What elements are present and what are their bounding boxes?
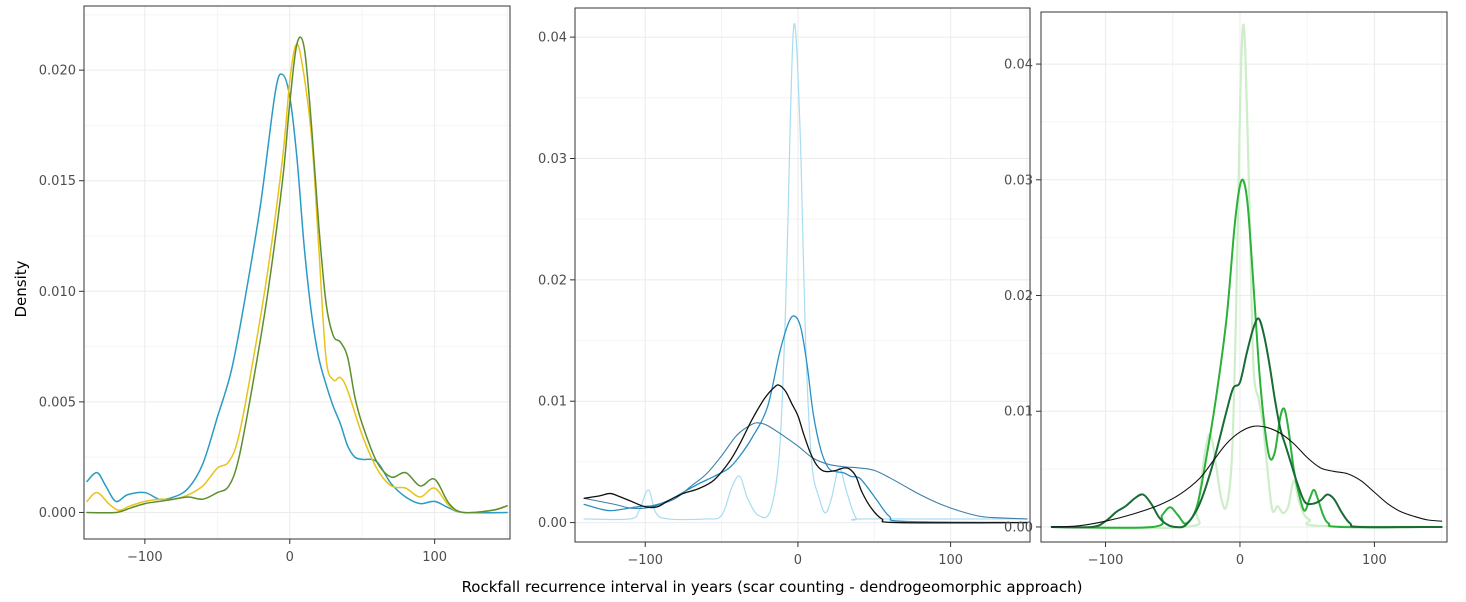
panel-2-series-line-4 <box>583 384 1028 524</box>
panel-1: −100 0 100 0.000 0.005 0.010 0.015 0.020 <box>39 5 511 565</box>
y-tick-label: 0.00 <box>1004 520 1033 535</box>
panel-1-series-line-1 <box>86 73 508 514</box>
panel-2-series-line-1 <box>583 22 1028 521</box>
y-tick-label: 0.04 <box>1004 58 1033 73</box>
y-tick-label: 0.015 <box>39 174 76 189</box>
y-tick-label: 0.020 <box>39 64 76 79</box>
x-tick-label: −100 <box>1088 553 1124 568</box>
panel-border <box>83 5 511 540</box>
panel-border <box>1040 11 1448 543</box>
panel-3: −100 0 100 0.00 0.01 0.02 0.03 0.04 <box>1004 11 1448 568</box>
panel-2-series-line-3 <box>583 422 1028 520</box>
x-tick-label: 100 <box>1362 553 1387 568</box>
x-tick-label: −100 <box>627 553 663 568</box>
y-tick-label: 0.02 <box>538 273 567 288</box>
x-tick-label: −100 <box>127 550 163 565</box>
y-tick-label: 0.02 <box>1004 289 1033 304</box>
x-tick-label: 100 <box>938 553 963 568</box>
y-tick-label: 0.00 <box>538 516 567 531</box>
x-tick-label: 100 <box>422 550 447 565</box>
y-tick-label: 0.01 <box>1004 405 1033 420</box>
y-tick-label: 0.03 <box>538 152 567 167</box>
y-axis-title: Density <box>12 260 30 317</box>
y-tick-label: 0.04 <box>538 31 567 46</box>
x-tick-label: 0 <box>286 550 294 565</box>
y-tick-label: 0.000 <box>39 506 76 521</box>
y-tick-label: 0.03 <box>1004 173 1033 188</box>
panel-3-series-line-4 <box>1051 425 1443 528</box>
panel-3-series-line-1 <box>1050 23 1443 530</box>
y-tick-label: 0.010 <box>39 285 76 300</box>
x-tick-label: 0 <box>1236 553 1244 568</box>
y-tick-label: 0.005 <box>39 395 76 410</box>
panel-1-series-line-2 <box>86 43 508 514</box>
panel-border <box>574 7 1031 543</box>
panel-3-series-line-3 <box>1050 317 1443 529</box>
y-tick-label: 0.01 <box>538 395 567 410</box>
panel-1-series-line-3 <box>86 36 508 514</box>
x-axis-title: Rockfall recurrence interval in years (s… <box>462 578 1083 596</box>
x-tick-label: 0 <box>794 553 802 568</box>
panel-2: −100 0 100 0.00 0.01 0.02 0.03 0.04 <box>538 7 1031 568</box>
